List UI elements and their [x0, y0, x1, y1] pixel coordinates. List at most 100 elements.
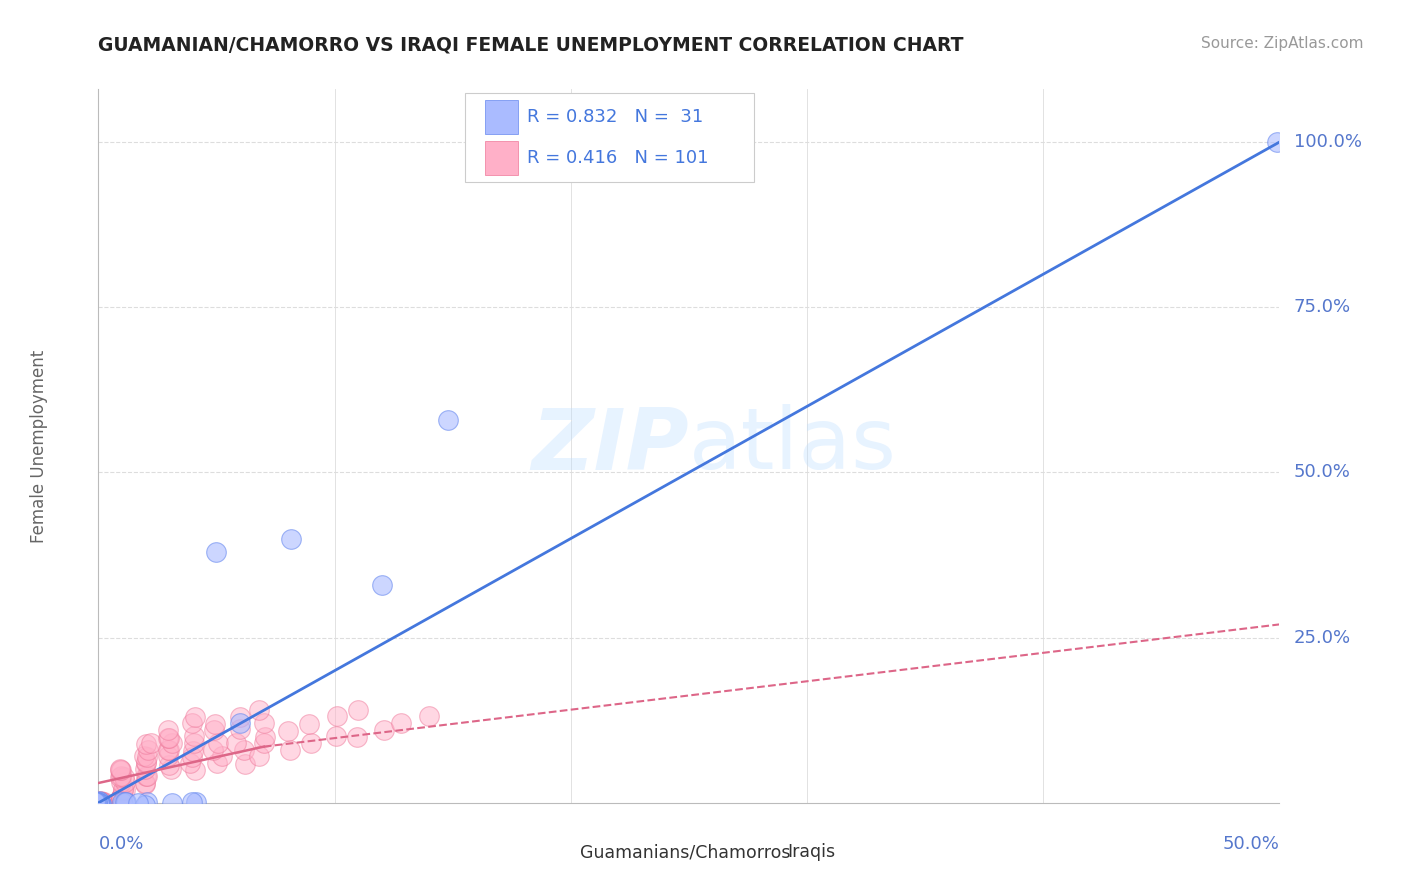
Point	[110, 774, 132, 789]
Point	[87, 796, 110, 810]
Point	[135, 737, 157, 751]
Point	[346, 731, 368, 745]
Point	[84, 796, 107, 810]
Point	[181, 744, 204, 758]
Point	[157, 743, 180, 757]
Point	[184, 795, 207, 809]
Point	[89, 796, 111, 810]
Point	[160, 736, 183, 750]
Point	[136, 743, 159, 757]
Point	[298, 716, 321, 731]
Point	[84, 797, 107, 811]
Text: Iraqis: Iraqis	[787, 843, 835, 861]
Point	[134, 776, 156, 790]
Text: Guamanians/Chamorros: Guamanians/Chamorros	[581, 843, 790, 861]
Point	[93, 795, 115, 809]
Point	[277, 723, 299, 738]
Text: Source: ZipAtlas.com: Source: ZipAtlas.com	[1201, 36, 1364, 51]
Point	[181, 795, 204, 809]
Point	[157, 723, 180, 738]
Bar	[485, 141, 517, 175]
Point	[181, 750, 204, 764]
Point	[134, 777, 156, 791]
Text: Female Unemployment: Female Unemployment	[31, 350, 48, 542]
Point	[83, 796, 105, 810]
Point	[87, 795, 110, 809]
Point	[108, 763, 131, 777]
Point	[134, 749, 156, 764]
Point	[84, 796, 107, 810]
Text: 0.0%: 0.0%	[98, 835, 143, 853]
Point	[111, 789, 134, 803]
Point	[184, 710, 207, 724]
Point	[247, 703, 270, 717]
Point	[110, 789, 132, 804]
Point	[325, 729, 347, 743]
Point	[110, 763, 132, 777]
Point	[114, 775, 136, 789]
Point	[179, 756, 201, 770]
Point	[207, 756, 229, 771]
Point	[134, 763, 156, 777]
Point	[89, 796, 111, 810]
Point	[1267, 135, 1289, 149]
Point	[183, 729, 205, 743]
Point	[84, 797, 107, 811]
Point	[136, 769, 159, 783]
Point	[90, 797, 112, 811]
Point	[111, 781, 134, 796]
Point	[225, 736, 247, 750]
Point	[89, 797, 111, 811]
Text: R = 0.832   N =  31: R = 0.832 N = 31	[527, 108, 703, 126]
Point	[202, 723, 225, 738]
Point	[86, 796, 108, 810]
Point	[136, 749, 159, 764]
Point	[82, 797, 104, 811]
Point	[110, 770, 132, 784]
Point	[90, 796, 112, 810]
Point	[108, 762, 131, 776]
Point	[183, 736, 205, 750]
Point	[229, 715, 252, 730]
Point	[184, 764, 207, 778]
Point	[233, 742, 256, 756]
Text: 100.0%: 100.0%	[1294, 133, 1361, 151]
Point	[111, 782, 134, 797]
Point	[280, 533, 302, 547]
Point	[160, 762, 183, 776]
Point	[89, 796, 111, 810]
Point	[253, 716, 276, 731]
Point	[299, 736, 322, 750]
Point	[83, 795, 105, 809]
Point	[87, 796, 110, 810]
Point	[233, 756, 256, 771]
Point	[87, 796, 110, 810]
Point	[89, 794, 111, 808]
Point	[111, 795, 134, 809]
Point	[87, 796, 110, 810]
Point	[114, 795, 136, 809]
Point	[157, 758, 180, 772]
Point	[437, 413, 460, 427]
Point	[135, 796, 157, 810]
Point	[87, 796, 110, 810]
Text: 50.0%: 50.0%	[1223, 835, 1279, 853]
Point	[389, 716, 412, 731]
Point	[253, 736, 276, 750]
Point	[229, 710, 252, 724]
Point	[114, 795, 136, 809]
Point	[86, 795, 108, 809]
Point	[89, 797, 111, 811]
Point	[89, 796, 111, 810]
Point	[110, 790, 132, 805]
Point	[135, 756, 157, 770]
Point	[90, 796, 112, 810]
Point	[160, 796, 183, 810]
Point	[84, 796, 107, 810]
Point	[134, 797, 156, 812]
Point	[89, 796, 111, 810]
Point	[211, 749, 233, 764]
Point	[253, 730, 276, 744]
Point	[87, 795, 110, 809]
Point	[110, 769, 132, 783]
